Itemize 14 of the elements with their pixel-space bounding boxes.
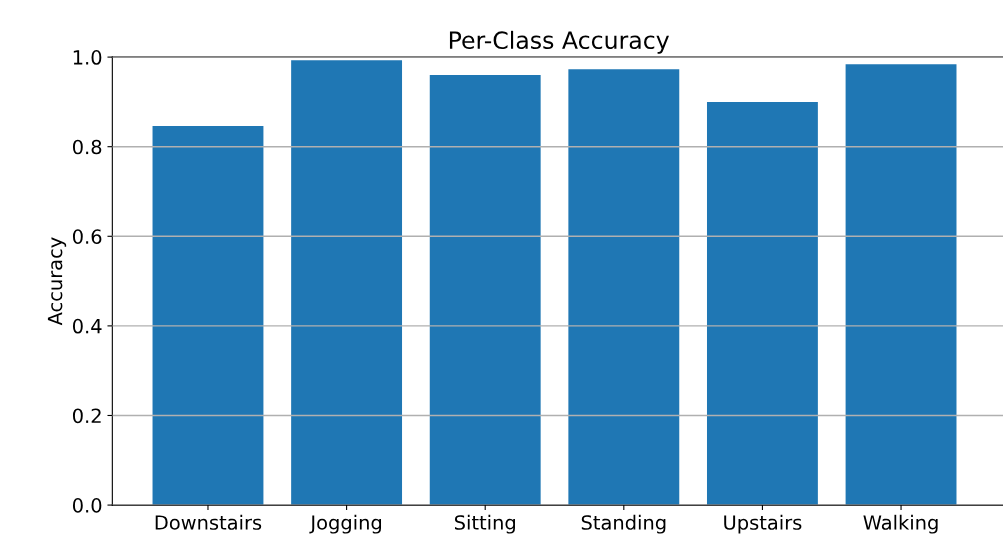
x-tick-label: Jogging <box>309 514 382 534</box>
y-axis-title: Accuracy <box>47 237 67 326</box>
x-tick-label: Downstairs <box>155 514 262 530</box>
x-tick-label: Standing <box>581 514 666 534</box>
x-tick-label: Sitting <box>454 514 515 534</box>
y-tick-label: 0.0 <box>72 498 102 513</box>
x-tick-label: Upstairs <box>724 514 802 534</box>
chart-title: Per-Class Accuracy <box>449 30 669 54</box>
y-tick-label: 0.4 <box>72 318 102 334</box>
y-tick-label: 0.8 <box>72 139 102 155</box>
y-tick-label: 0.2 <box>72 408 101 424</box>
y-tick-label: 0.6 <box>72 229 102 244</box>
y-tick-label: 1.0 <box>73 50 102 65</box>
x-tick-label: Walking <box>863 514 938 534</box>
